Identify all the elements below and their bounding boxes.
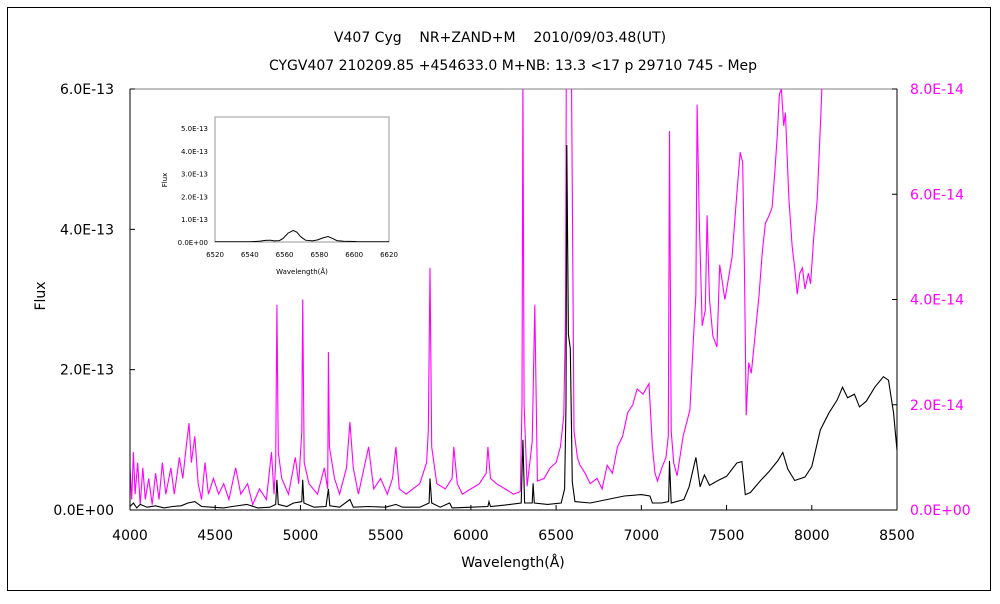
y-left-tick-label: 6.0E-13	[60, 82, 114, 98]
inset-series-layer	[215, 229, 389, 242]
y-right-tick-label: 0.0E+00	[910, 503, 971, 519]
x-axis-label: Wavelength(Å)	[461, 554, 565, 571]
inset-y-tick-label: 4.0E-13	[181, 148, 208, 156]
x-tick-label: 6000	[453, 528, 489, 544]
inset-x-tick-label: 6540	[241, 251, 259, 259]
y-right-tick-label: 8.0E-14	[910, 82, 964, 98]
inset-x-tick-label: 6600	[345, 251, 363, 259]
inset-tick-layer: 6520 6540 6560 6580 6600 6620 0.0E+00 1.0E-13 2.…	[178, 125, 398, 259]
x-tick-label: 8000	[794, 528, 830, 544]
y-left-tick-label: 0.0E+00	[53, 503, 114, 519]
chart-subtitle: CYGV407 210209.85 +454633.0 M+NB: 13.3 <…	[269, 58, 757, 74]
series-layer	[130, 89, 897, 509]
inset-chart: 6520 6540 6560 6580 6600 6620 0.0E+00 1.0E-13 2.…	[161, 116, 398, 276]
x-tick-label: 5000	[283, 528, 319, 544]
chart-title: V407 Cyg NR+ZAND+M 2010/09/03.48(UT)	[334, 30, 666, 46]
y-right-tick-label: 2.0E-14	[910, 398, 964, 414]
inset-y-axis-label: Flux	[161, 173, 169, 188]
inset-x-axis-label: Wavelength(Å)	[276, 267, 328, 276]
inset-plot-border	[214, 116, 390, 243]
x-tick-label: 7000	[624, 528, 660, 544]
series-line-left-black	[130, 145, 897, 509]
inset-x-tick-label: 6620	[380, 251, 398, 259]
x-tick-label: 5500	[368, 528, 404, 544]
y-left-tick-label: 4.0E-13	[60, 222, 114, 238]
tick-layer: 4000 4500 5000 5500 6000 6500 7000 7500 8000 8500…	[53, 82, 970, 544]
inset-x-tick-label: 6520	[206, 251, 224, 259]
inset-x-tick-label: 6580	[310, 251, 328, 259]
x-tick-label: 4500	[197, 528, 233, 544]
inset-y-tick-label: 0.0E+00	[178, 239, 208, 247]
x-tick-label: 8500	[879, 528, 915, 544]
inset-x-tick-label: 6560	[276, 251, 294, 259]
inset-y-tick-label: 3.0E-13	[181, 171, 208, 179]
inset-y-tick-label: 2.0E-13	[181, 193, 208, 201]
x-tick-label: 4000	[112, 528, 148, 544]
series-line-right-magenta	[130, 89, 823, 507]
x-tick-label: 6500	[538, 528, 574, 544]
y-axis-label: Flux	[33, 281, 49, 310]
inset-y-tick-label: 5.0E-13	[181, 125, 208, 133]
x-tick-label: 7500	[709, 528, 745, 544]
y-left-tick-label: 2.0E-13	[60, 363, 114, 379]
y-right-tick-label: 6.0E-14	[910, 187, 964, 203]
y-right-tick-label: 4.0E-14	[910, 293, 964, 309]
inset-y-tick-label: 1.0E-13	[181, 216, 208, 224]
inset-series-line	[215, 229, 389, 242]
